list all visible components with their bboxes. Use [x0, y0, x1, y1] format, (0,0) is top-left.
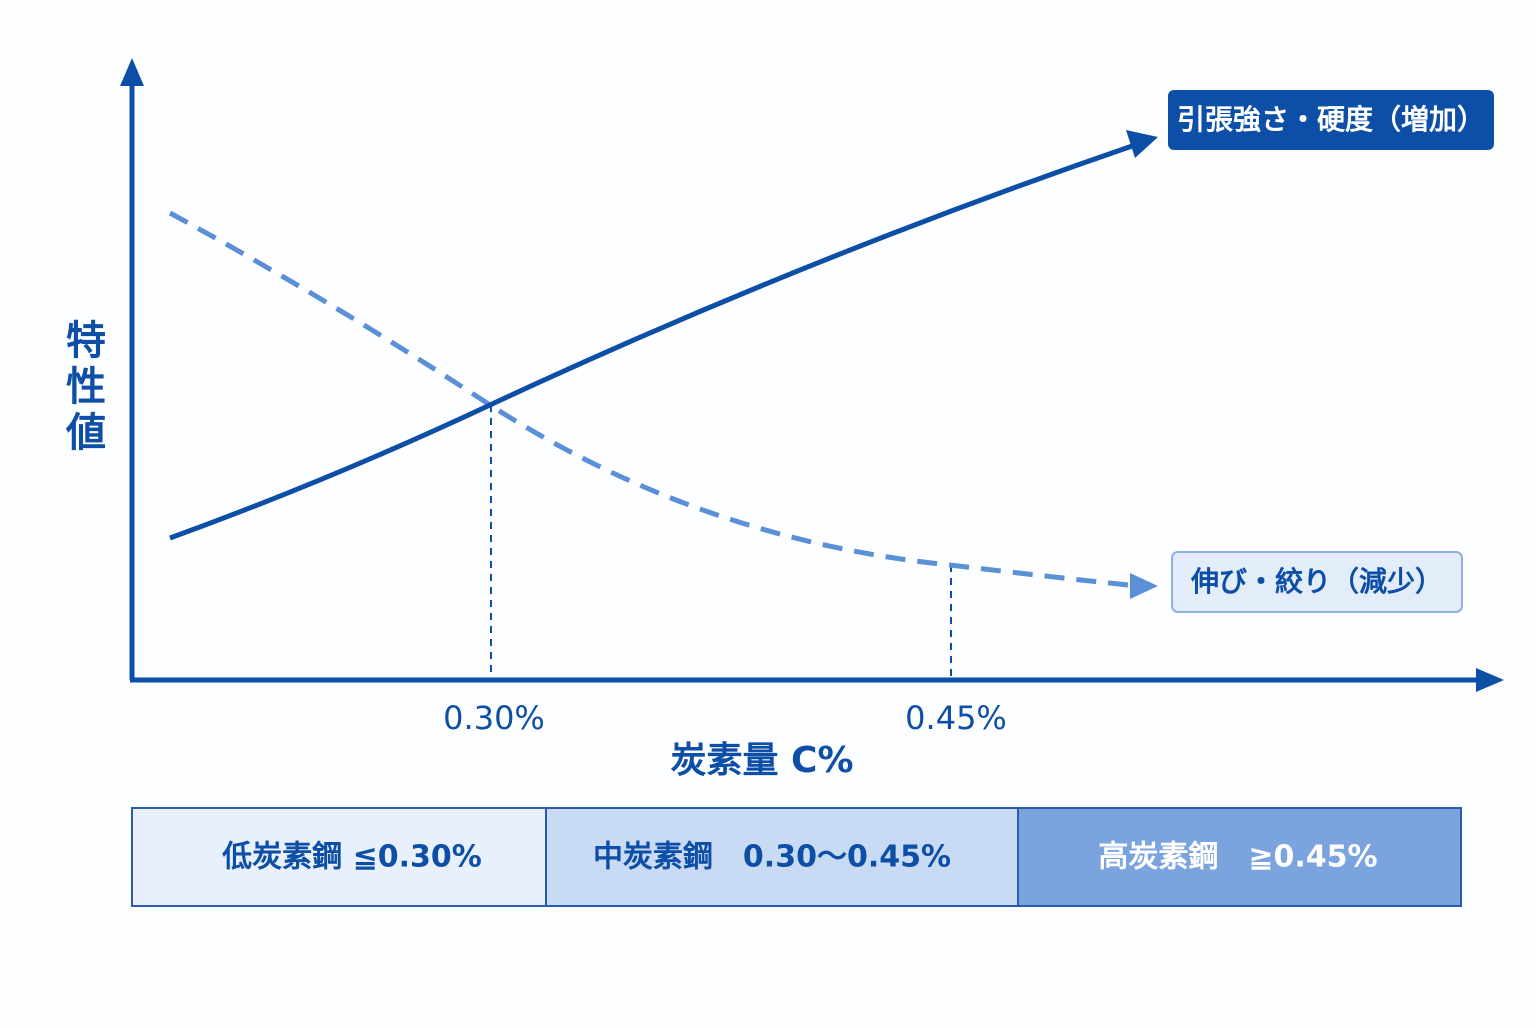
label-box: [1168, 90, 1494, 150]
ductility-curve: [168, 210, 1129, 588]
band-label: 低炭素鋼 ≦0.30%: [221, 840, 482, 875]
y-axis-label: 特性値: [59, 319, 107, 457]
x-axis-arrow: [1476, 668, 1504, 692]
label-box: [1171, 551, 1463, 613]
curve-arrow: [1130, 573, 1158, 599]
curve-label: 引張強さ・硬度（増加）: [1177, 103, 1485, 136]
band-label: 高炭素鋼 ≧0.45%: [1098, 840, 1377, 875]
x-marker-label: 0.45%: [905, 699, 1007, 737]
band: [1017, 807, 1462, 907]
strength-curve: [169, 142, 1136, 541]
curve-arrow: [1126, 130, 1158, 158]
band: [131, 807, 547, 907]
x-axis-label: 炭素量 C%: [670, 740, 853, 781]
y-axis-arrow: [120, 58, 144, 86]
curve-label: 伸び・絞り（減少）: [1190, 565, 1443, 598]
x-marker-label: 0.30%: [443, 699, 545, 737]
band: [545, 807, 1019, 907]
band-label: 中炭素鋼 0.30〜0.45%: [593, 840, 951, 875]
